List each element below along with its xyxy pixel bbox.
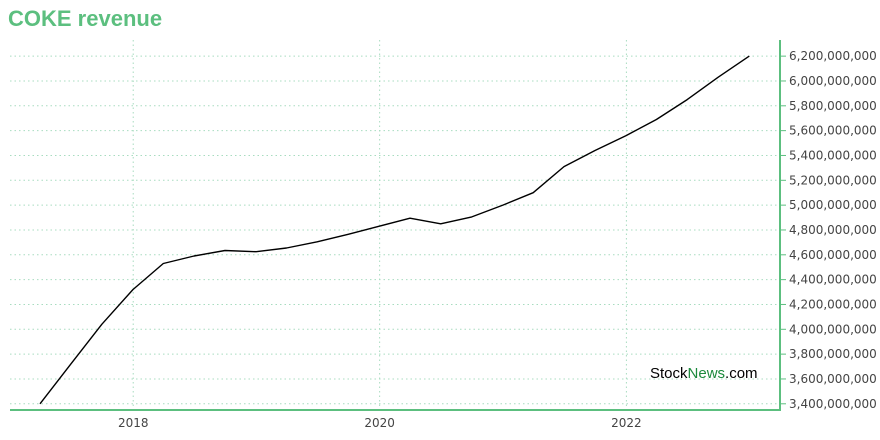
chart-title: COKE revenue	[8, 6, 163, 31]
grid-lines	[10, 40, 780, 410]
y-tick-label: 5,200,000,000	[789, 173, 877, 187]
y-tick-label: 6,200,000,000	[789, 49, 877, 63]
y-tick-label: 4,600,000,000	[789, 248, 877, 262]
x-tick-label: 2022	[611, 416, 642, 430]
y-tick-label: 3,800,000,000	[789, 347, 877, 361]
watermark-com: .com	[725, 365, 758, 382]
x-tick-label: 2018	[118, 416, 149, 430]
x-tick-label: 2020	[364, 416, 395, 430]
y-tick-label: 5,400,000,000	[789, 148, 877, 162]
y-tick-label: 4,400,000,000	[789, 273, 877, 287]
y-axis-tick-labels: 3,400,000,000 3,600,000,000 3,800,000,000 4…	[789, 49, 877, 411]
y-tick-label: 4,800,000,000	[789, 223, 877, 237]
revenue-series-line	[39, 55, 750, 405]
axes	[10, 40, 786, 411]
y-tick-label: 4,000,000,000	[789, 322, 877, 336]
y-tick-label: 4,200,000,000	[789, 297, 877, 311]
watermark-stock: Stock	[650, 365, 688, 382]
y-tick-label: 5,600,000,000	[789, 124, 877, 138]
x-axis-tick-labels: 2018 2020 2022	[118, 416, 642, 430]
y-tick-label: 6,000,000,000	[789, 74, 877, 88]
y-tick-label: 5,000,000,000	[789, 198, 877, 212]
y-tick-label: 5,800,000,000	[789, 99, 877, 113]
y-tick-label: 3,400,000,000	[789, 397, 877, 411]
watermark-news: News	[687, 365, 726, 382]
stocknews-watermark: StockNews.com	[650, 365, 758, 382]
data-series	[39, 55, 750, 405]
y-tick-label: 3,600,000,000	[789, 372, 877, 386]
